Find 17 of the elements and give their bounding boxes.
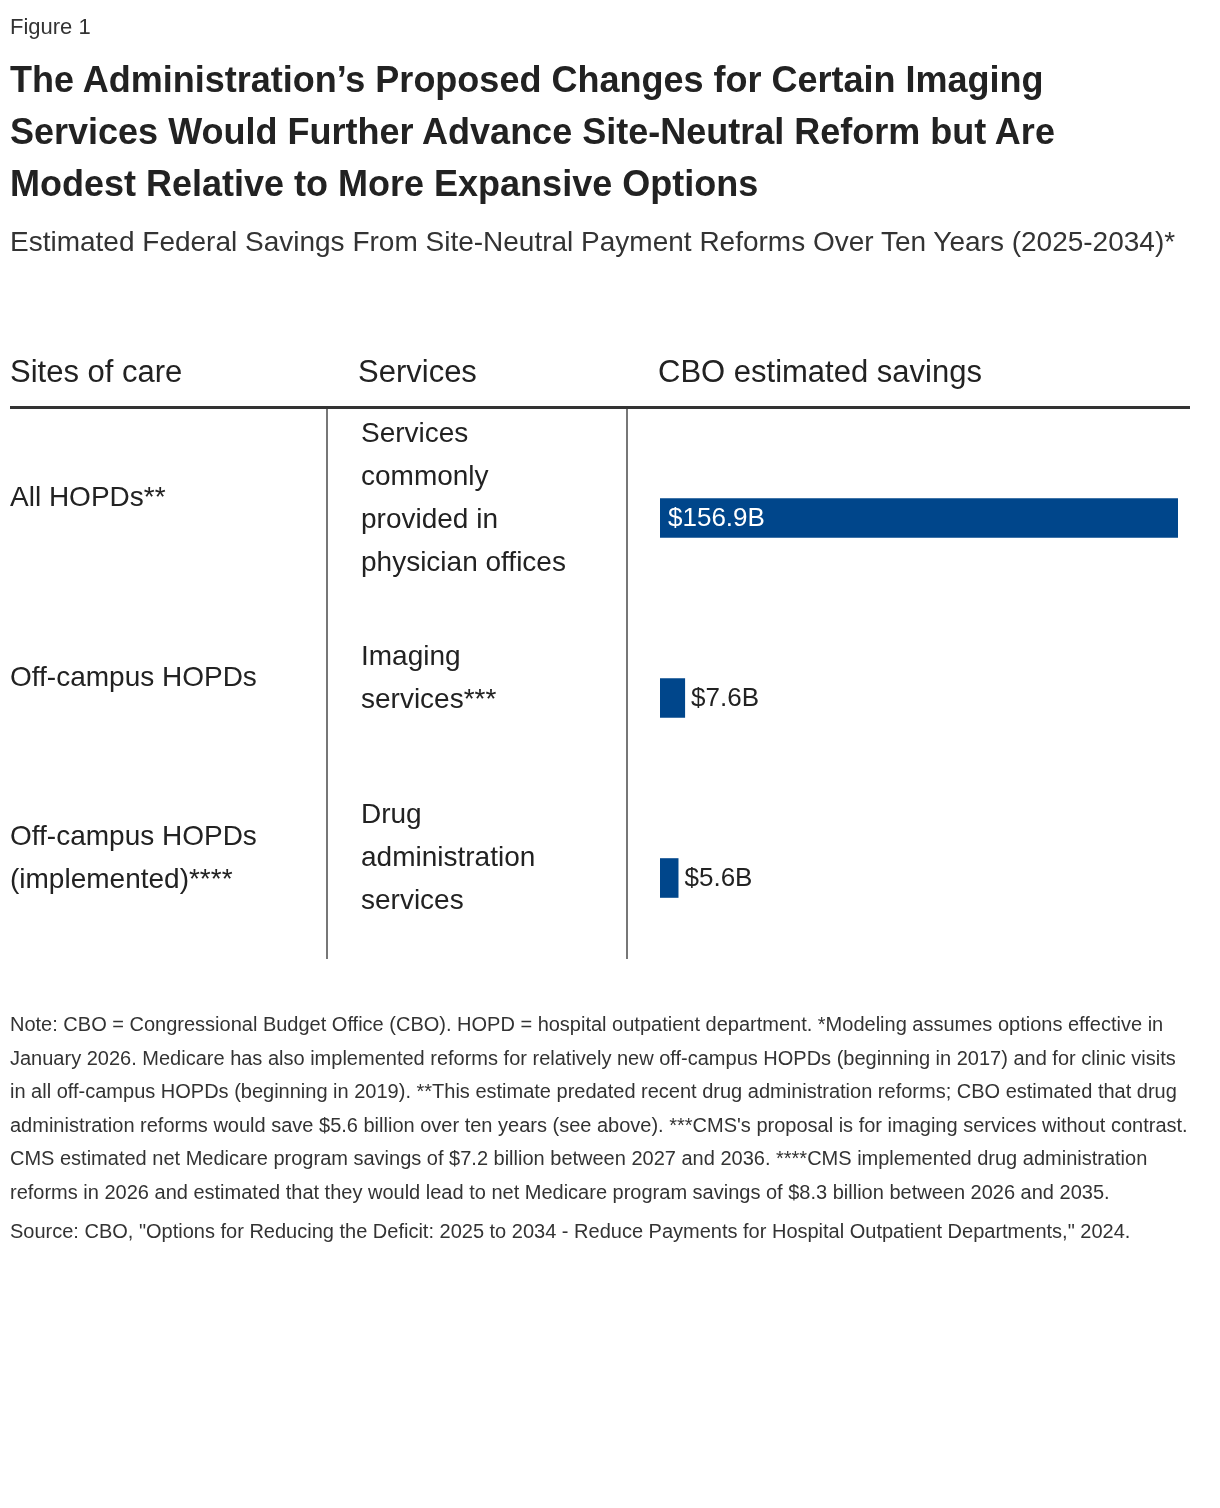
y-tick-label: All HOPDs**: [10, 481, 166, 513]
text: Services: [358, 354, 478, 390]
text: Note: CBO = Congressional Budget Office (CBO). HOPD = hospital outpatient department. *Modeling assumes options effective in January 2026. Medicare has also implemented reforms for relatively new off-campus HOPDs (beginning in 2017) and for clinic visits in all off-campus HOPDs (beginning in 2019). **This estimate predated recent drug administration reforms; CBO estimated that drug administration reforms would save $5.6 billion over ten years (see above). ***CMS's proposal is for imaging services without contrast. CMS estimated net Medicare program savings of $7.2 billion between 2027 and 2036. ****CMS implemented drug administration reforms in 2026 and estimated that they would lead to net Medicare program savings of $8.3 billion between 2026 and 2035.: [10, 1013, 1188, 1203]
y-tick-label: Off-campus HOPDs: [10, 661, 257, 693]
text: Imaging services***: [361, 639, 497, 714]
caption: Figure 1: [10, 14, 91, 40]
data-label: $7.6B: [691, 682, 760, 712]
y-axis-title: Sites of care: [10, 354, 184, 390]
data-label: $5.6B: [684, 862, 753, 892]
source-note: Source: CBO, "Options for Reducing the Deficit: 2025 to 2034 - Reduce Payments for Hospital Outpatient Departments," 2024.: [10, 1219, 1132, 1244]
text: Services commonly provided in physician offices: [361, 416, 566, 577]
text: Drug administration services: [361, 798, 536, 916]
y-tick-label: Off-campus HOPDs (implemented)****: [10, 819, 257, 894]
data-label: $156.9B: [668, 502, 765, 532]
chart-subtitle: Estimated Federal Savings From Site-Neutral Payment Reforms Over Ten Years (2025-2034)*: [10, 225, 1177, 259]
chart-title: The Administration’s Proposed Changes for Certain Imaging Services Would Further Advance Site-Neutral Reform but Are Modest Relative to More Expansive Options: [10, 58, 1056, 206]
x-axis-title: CBO estimated savings: [658, 354, 982, 390]
